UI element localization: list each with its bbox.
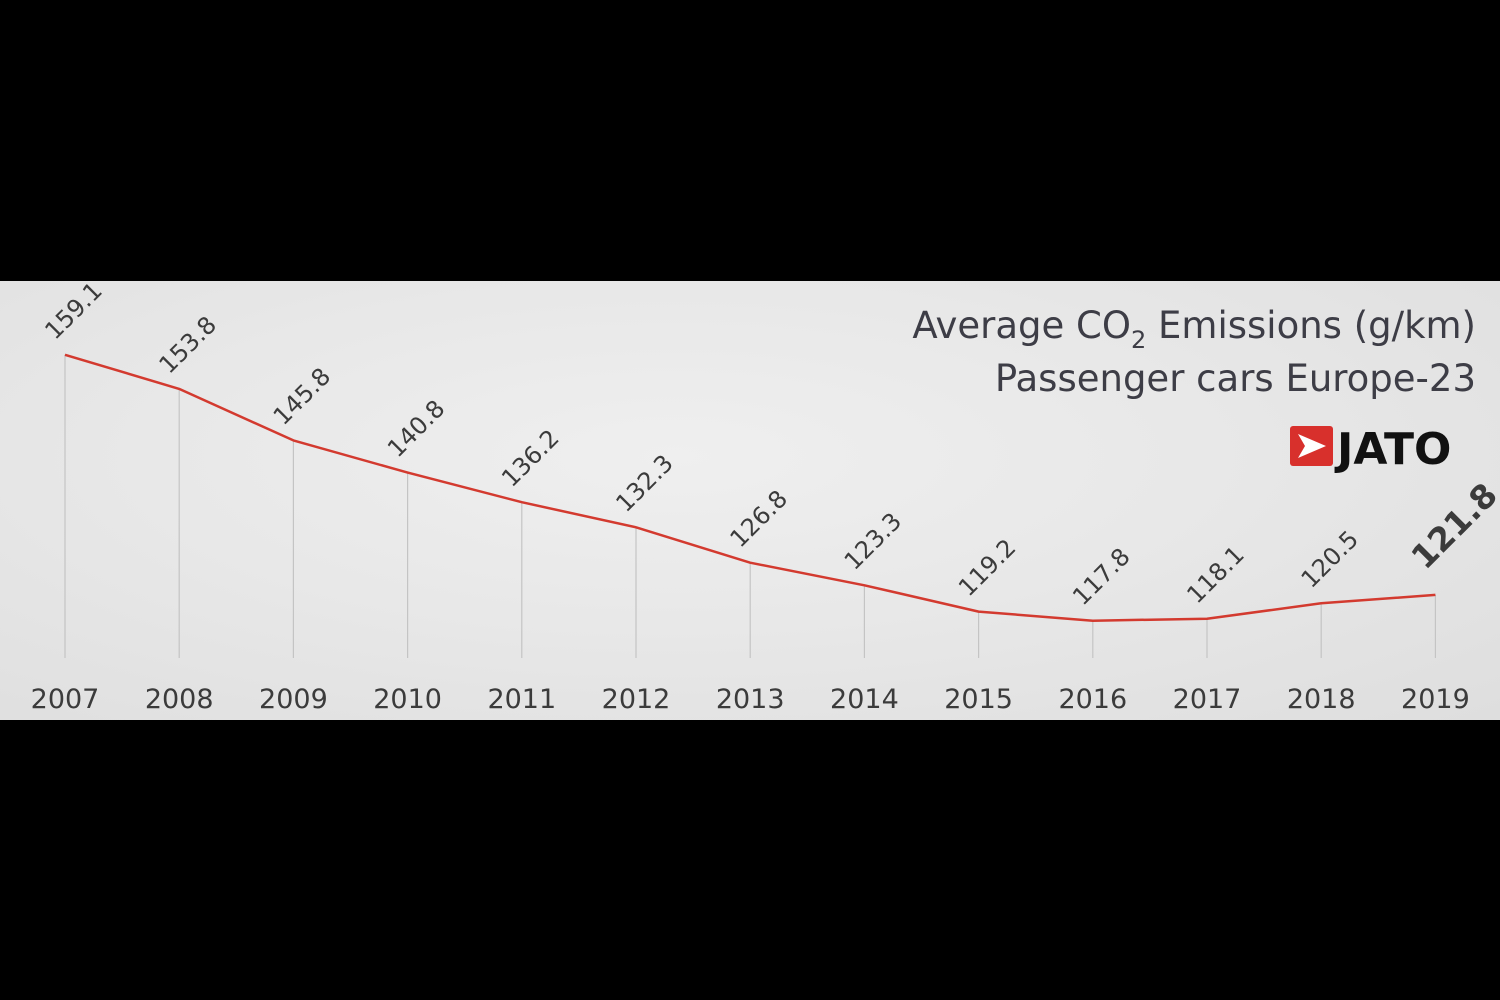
x-tick-label-2014: 2014 [830,684,899,715]
data-label-2013: 126.8 [725,485,793,553]
x-tick-label-2008: 2008 [145,684,214,715]
x-tick-label-2011: 2011 [487,684,556,715]
jato-logo-arrow-icon [1298,434,1326,458]
x-tick-label-2009: 2009 [259,684,328,715]
x-tick-label-2017: 2017 [1173,684,1242,715]
x-tick-label-2012: 2012 [602,684,671,715]
data-label-2017: 118.1 [1181,541,1249,609]
data-label-2010: 140.8 [382,394,450,462]
chart-subtitle: Passenger cars Europe-23 [995,357,1476,400]
data-label-2011: 136.2 [496,424,564,492]
data-label-2014: 123.3 [839,507,907,575]
chart-panel: Average CO2 Emissions (g/km) Passenger c… [0,281,1500,720]
series-line [64,353,1436,622]
data-label-2007: 159.1 [39,281,107,345]
data-label-2016: 117.8 [1067,543,1135,611]
x-tick-label-2015: 2015 [944,684,1013,715]
data-label-2018: 120.5 [1296,525,1364,593]
x-tick-label-2010: 2010 [373,684,442,715]
x-tick-label-2016: 2016 [1058,684,1127,715]
x-axis-tick-labels: 2007 2008 2009 2010 2011 2012 2013 2014 2015 2016… [31,684,1470,715]
jato-logo-wordmark: JATO [1334,424,1451,475]
x-tick-label-2013: 2013 [716,684,785,715]
data-label-2015: 119.2 [953,534,1021,602]
data-label-2008: 153.8 [154,311,222,379]
x-tick-label-2019: 2019 [1401,684,1470,715]
drop-lines [64,354,1437,658]
x-tick-label-2018: 2018 [1287,684,1356,715]
jato-logo: JATO [1290,424,1451,475]
x-tick-label-2007: 2007 [31,684,100,715]
data-label-2009: 145.8 [268,362,336,430]
chart-title: Average CO2 Emissions (g/km) [912,304,1476,354]
data-label-2012: 132.3 [610,449,678,517]
co2-line-chart: Average CO2 Emissions (g/km) Passenger c… [31,281,1500,715]
data-label-2019: 121.8 [1403,475,1500,576]
